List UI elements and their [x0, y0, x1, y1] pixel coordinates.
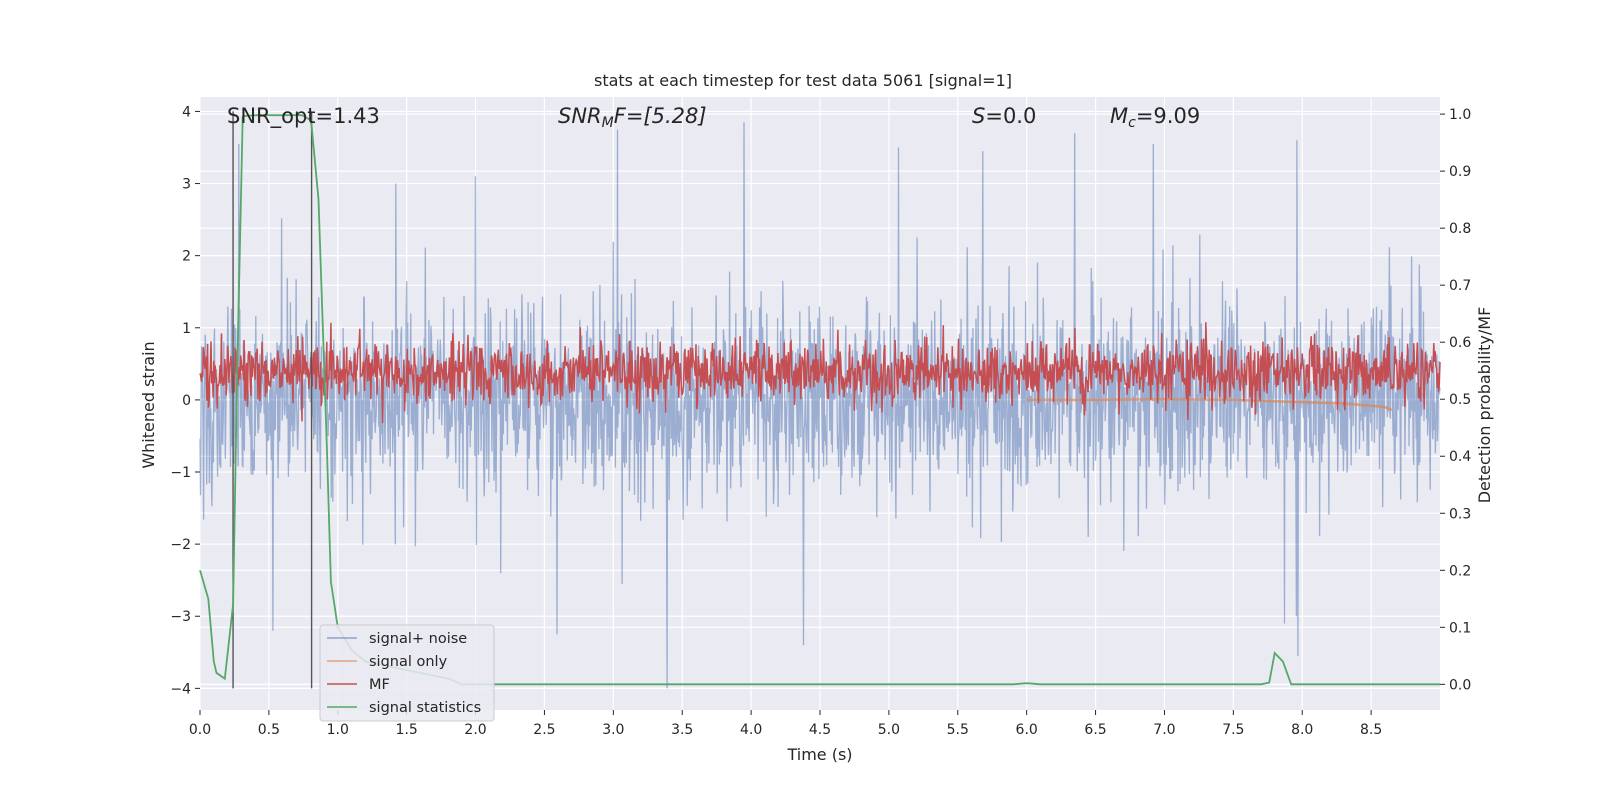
mc-annotation: Mc=9.09 [1110, 104, 1200, 131]
series-signal-noise [199, 122, 1441, 689]
right-tick-label-7: 0.7 [1449, 278, 1471, 294]
snr-mf-sub: M [602, 115, 614, 131]
left-tick-label-2: −2 [170, 537, 191, 553]
x-tick-label-15: 7.5 [1222, 722, 1244, 738]
series-mf [199, 322, 1441, 424]
x-tick-label-5: 2.5 [533, 722, 555, 738]
x-tick-label-8: 4.0 [740, 722, 762, 738]
x-tick-label-2: 1.0 [327, 722, 349, 738]
right-tick-label-0: 0.0 [1449, 677, 1471, 693]
right-tick-label-6: 0.6 [1449, 335, 1471, 351]
x-tick-label-4: 2.0 [464, 722, 486, 738]
x-tick-label-3: 1.5 [396, 722, 418, 738]
x-tick-label-9: 4.5 [809, 722, 831, 738]
s-rest: =0.0 [985, 104, 1036, 128]
right-tick-label-5: 0.5 [1449, 392, 1471, 408]
right-tick-label-10: 1.0 [1449, 107, 1471, 123]
x-tick-label-10: 5.0 [878, 722, 900, 738]
mc-sub: c [1128, 115, 1136, 131]
x-tick-label-13: 6.5 [1084, 722, 1106, 738]
legend: signal+ noise signal only MF signal stat… [319, 624, 495, 722]
right-y-axis-title: Detection probability/MF [1475, 307, 1494, 504]
legend-item-signal-statistics: signal statistics [327, 700, 481, 716]
legend-label-signal-statistics: signal statistics [369, 700, 481, 716]
x-tick-label-1: 0.5 [258, 722, 280, 738]
left-tick-label-3: −1 [170, 465, 191, 481]
chart-title: stats at each timestep for test data 506… [594, 71, 1012, 90]
left-tick-label-6: 2 [182, 249, 191, 265]
right-tick-label-1: 0.1 [1449, 620, 1471, 636]
right-tick-label-3: 0.3 [1449, 506, 1471, 522]
left-tick-label-0: −4 [170, 681, 191, 697]
snr-opt-annotation: SNR_opt=1.43 [227, 104, 380, 129]
legend-label-signal-noise: signal+ noise [369, 631, 467, 647]
x-tick-label-7: 3.5 [671, 722, 693, 738]
x-tick-label-17: 8.5 [1360, 722, 1382, 738]
snr-mf-annotation: SNRMF=[5.28] [558, 104, 707, 131]
x-axis-title: Time (s) [786, 745, 852, 764]
left-tick-label-7: 3 [182, 177, 191, 193]
left-tick-label-4: 0 [182, 393, 191, 409]
x-tick-label-6: 3.0 [602, 722, 624, 738]
mc-rest: =9.09 [1136, 104, 1200, 128]
s-annotation: S=0.0 [972, 104, 1036, 128]
legend-box [319, 624, 495, 722]
right-tick-label-8: 0.8 [1449, 221, 1471, 237]
left-tick-label-1: −3 [170, 609, 191, 625]
snr-mf-rest: F=[5.28] [614, 104, 707, 128]
legend-item-mf: MF [327, 677, 390, 693]
x-tick-label-11: 5.5 [947, 722, 969, 738]
x-tick-label-0: 0.0 [189, 722, 211, 738]
mc-var: M [1110, 104, 1128, 128]
legend-item-signal-noise: signal+ noise [327, 631, 467, 647]
right-tick-label-9: 0.9 [1449, 164, 1471, 180]
y-axis-title: Whitened strain [139, 341, 158, 468]
x-tick-label-12: 6.0 [1016, 722, 1038, 738]
left-y-axis: −4 −3 −2 −1 0 1 2 3 4 [170, 104, 200, 697]
grid-lines [199, 97, 1440, 710]
legend-item-signal-only: signal only [327, 654, 448, 670]
s-var: S [972, 104, 985, 128]
legend-label-signal-only: signal only [369, 654, 448, 670]
legend-label-mf: MF [369, 677, 390, 693]
left-tick-label-5: 1 [182, 321, 191, 337]
x-axis: 0.0 0.5 1.0 1.5 2.0 2.5 3.0 3.5 4.0 4.5 5.0 5.5 6.0 6… [189, 710, 1382, 738]
x-tick-label-14: 7.0 [1153, 722, 1175, 738]
right-tick-label-2: 0.2 [1449, 563, 1471, 579]
left-tick-label-8: 4 [182, 104, 191, 120]
right-y-axis: 0.0 0.1 0.2 0.3 0.4 0.5 0.6 0.7 0.8 0.9 1.0 [1440, 107, 1471, 693]
right-tick-label-4: 0.4 [1449, 449, 1471, 465]
snr-mf-var: SNR [558, 104, 602, 128]
x-tick-label-16: 8.0 [1291, 722, 1313, 738]
